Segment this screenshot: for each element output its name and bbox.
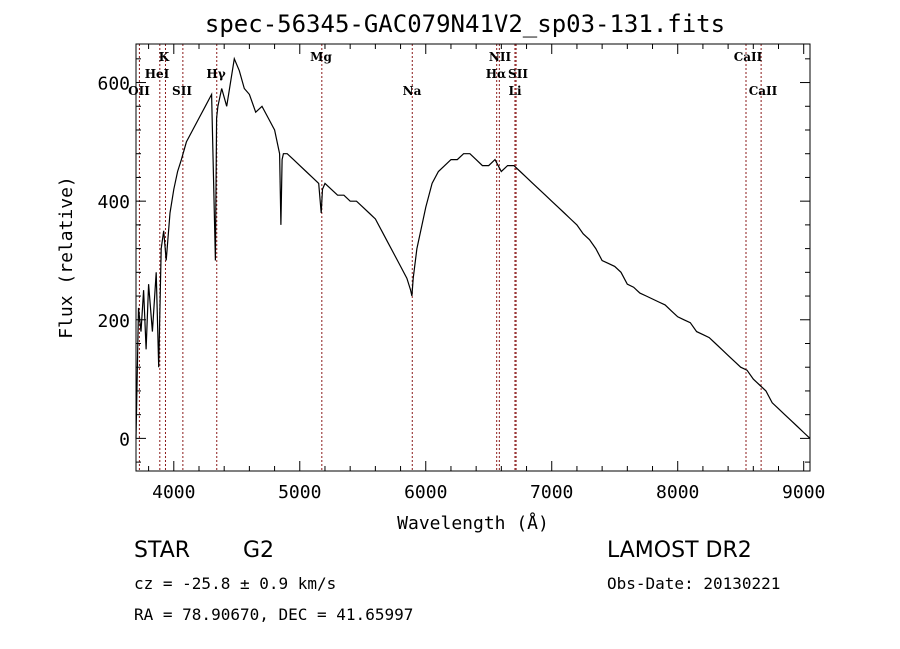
y-tick-label-3: 600 bbox=[97, 74, 130, 95]
x-tick-label-0: 4000 bbox=[152, 482, 195, 503]
x-axis-label: Wavelength (Å) bbox=[397, 512, 549, 534]
survey-name: LAMOST DR2 bbox=[607, 538, 752, 563]
line-label-8: Hα bbox=[486, 67, 507, 81]
line-label-3: SII bbox=[172, 84, 192, 98]
x-tick-label-3: 7000 bbox=[530, 482, 573, 503]
observation-date: Obs-Date: 20130221 bbox=[607, 574, 781, 593]
line-label-5: Mg bbox=[310, 50, 332, 64]
y-tick-label-1: 200 bbox=[97, 311, 130, 332]
redshift-velocity: cz = -25.8 ± 0.9 km/s bbox=[134, 574, 337, 593]
object-class: STAR bbox=[134, 538, 191, 563]
line-label-6: Na bbox=[403, 84, 422, 98]
x-tick-label-1: 5000 bbox=[278, 482, 321, 503]
line-label-2: HeI bbox=[145, 67, 170, 81]
chart-title: spec-56345-GAC079N41V2_sp03-131.fits bbox=[204, 10, 726, 38]
plot-frame bbox=[135, 43, 811, 472]
x-tick-label-5: 9000 bbox=[782, 482, 825, 503]
line-label-4: Hγ bbox=[206, 67, 225, 81]
line-label-1: K bbox=[159, 50, 170, 64]
line-label-12: CaII bbox=[749, 84, 778, 98]
y-tick-label-2: 400 bbox=[97, 192, 130, 213]
line-label-11: CaII bbox=[734, 50, 763, 64]
line-label-9: SII bbox=[508, 67, 528, 81]
y-axis-label: Flux (relative) bbox=[56, 176, 77, 339]
line-label-0: OII bbox=[128, 84, 150, 98]
object-subclass: G2 bbox=[243, 538, 275, 563]
y-tick-label-0: 0 bbox=[119, 429, 130, 450]
line-label-10: Li bbox=[509, 84, 522, 98]
coordinates: RA = 78.90670, DEC = 41.65997 bbox=[134, 605, 414, 624]
spectrum-trace bbox=[135, 56, 811, 439]
x-tick-label-2: 6000 bbox=[404, 482, 447, 503]
x-tick-label-4: 8000 bbox=[656, 482, 699, 503]
line-label-7: NII bbox=[489, 50, 512, 64]
